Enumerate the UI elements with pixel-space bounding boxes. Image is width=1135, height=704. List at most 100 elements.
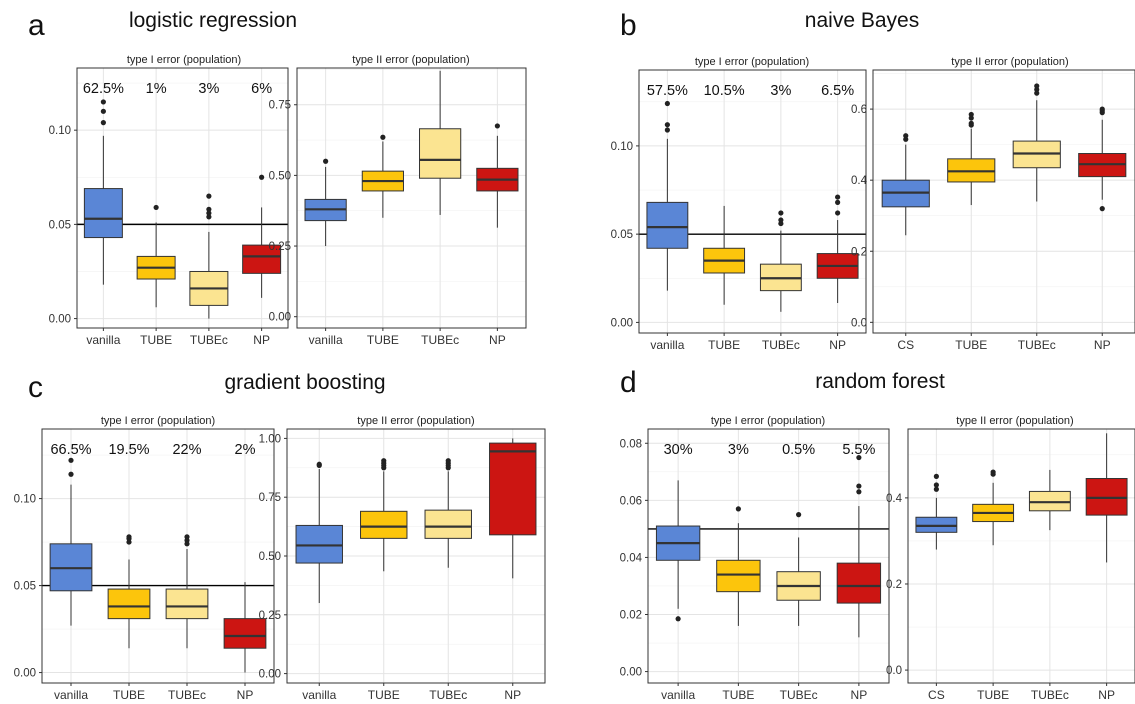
- outlier-point: [796, 512, 802, 518]
- outlier-point: [968, 120, 974, 126]
- outlier-point: [835, 194, 841, 200]
- x-tick-label: TUBE: [367, 333, 399, 347]
- outlier-point: [316, 461, 322, 467]
- outlier-point: [1099, 206, 1105, 212]
- x-tick-label: NP: [829, 338, 846, 352]
- outlier-point: [664, 127, 670, 133]
- outlier-point: [903, 136, 909, 142]
- violation-rate-label: 10.5%: [704, 83, 745, 99]
- type2-error-plot: type II error (population) 0.0 0.2 0.4 CS TUB…: [886, 415, 1135, 702]
- violation-rate-label: 1%: [146, 81, 167, 97]
- x-tick-label: TUBE: [368, 688, 400, 702]
- box: [223, 618, 267, 649]
- outlier-point: [778, 217, 784, 223]
- violation-rate-label: 57.5%: [647, 83, 688, 99]
- panel-title: naive Bayes: [805, 9, 919, 32]
- x-tick-label: vanilla: [86, 333, 120, 347]
- x-tick-label: NP: [489, 333, 506, 347]
- x-tick-label: TUBE: [722, 688, 754, 702]
- y-tick-label: 0.05: [49, 219, 71, 231]
- panel-border: [286, 428, 546, 684]
- outlier-point: [968, 115, 974, 121]
- box: [716, 559, 761, 593]
- outlier-point: [100, 108, 106, 114]
- x-tick-label: vanilla: [661, 688, 695, 702]
- type1-error-plot: type I error (population) 0.00 0.05 0.10 van…: [611, 56, 867, 352]
- outlier-point: [735, 506, 741, 512]
- x-tick-label: TUBE: [955, 338, 987, 352]
- y-tick-label: 0.4: [886, 493, 903, 505]
- outlier-point: [126, 534, 132, 540]
- box: [165, 588, 209, 620]
- outlier-point: [835, 199, 841, 205]
- box: [419, 128, 462, 179]
- subplot-title: type I error (population): [695, 56, 809, 68]
- outlier-point: [206, 206, 212, 212]
- x-tick-label: vanilla: [309, 333, 343, 347]
- x-tick-label: TUBEc: [421, 333, 459, 347]
- y-tick-label: 0.50: [259, 551, 281, 563]
- outlier-point: [856, 454, 862, 461]
- x-tick-label: TUBEc: [168, 688, 206, 702]
- y-tick-label: 1.00: [259, 433, 281, 445]
- outlier-point: [675, 616, 681, 622]
- outlier-point: [933, 482, 939, 488]
- x-tick-label: NP: [1094, 338, 1111, 352]
- y-tick-label: 0.25: [259, 610, 281, 622]
- x-tick-label: NP: [253, 333, 270, 347]
- outlier-point: [933, 486, 939, 492]
- y-tick-label: 0.00: [620, 667, 642, 679]
- box: [489, 442, 537, 536]
- outlier-point: [380, 134, 386, 140]
- outlier-point: [903, 133, 909, 139]
- outlier-point: [1034, 83, 1040, 89]
- outlier-point: [1034, 86, 1040, 93]
- outlier-point: [778, 210, 784, 216]
- panel-title: random forest: [815, 370, 945, 393]
- violation-rate-label: 19.5%: [108, 442, 149, 458]
- type2-error-plot: type II error (population) 0.00 0.25 0.50 0.…: [259, 415, 546, 702]
- x-tick-label: TUBEc: [190, 333, 228, 347]
- box: [836, 562, 882, 604]
- x-tick-label: CS: [928, 688, 945, 702]
- panel-letter: a: [28, 9, 45, 42]
- x-tick-label: CS: [897, 338, 914, 352]
- x-tick-label: TUBEc: [762, 338, 800, 352]
- y-tick-label: 0.00: [49, 314, 71, 326]
- panel-border: [76, 67, 289, 329]
- outlier-point: [206, 193, 212, 199]
- y-tick-label: 0.04: [620, 552, 643, 564]
- x-tick-label: TUBE: [140, 333, 172, 347]
- outlier-point: [664, 122, 670, 128]
- violation-rate-label: 0.5%: [782, 442, 815, 458]
- box: [360, 510, 408, 539]
- outlier-point: [933, 473, 939, 479]
- type2-error-plot: type II error (population) 0.00 0.25 0.50 0.…: [269, 54, 527, 347]
- subplot-title: type II error (population): [357, 415, 474, 427]
- subplot-title: type II error (population): [956, 415, 1073, 427]
- outlier-point: [381, 458, 387, 464]
- y-tick-label: 0.2: [851, 246, 867, 258]
- x-tick-label: vanilla: [650, 338, 684, 352]
- outlier-point: [990, 469, 996, 475]
- violation-rate-label: 6.5%: [821, 83, 854, 99]
- y-tick-label: 0.6: [851, 104, 867, 116]
- subplot-title: type II error (population): [352, 54, 469, 66]
- y-tick-label: 0.00: [14, 668, 36, 680]
- x-tick-label: vanilla: [54, 688, 88, 702]
- outlier-point: [100, 120, 106, 126]
- y-tick-label: 0.0: [886, 665, 902, 677]
- outlier-point: [445, 458, 451, 464]
- subplot-title: type I error (population): [101, 415, 215, 427]
- y-tick-label: 0.25: [269, 241, 291, 253]
- violation-rate-label: 6%: [251, 81, 272, 97]
- x-tick-label: TUBE: [708, 338, 740, 352]
- box: [83, 188, 123, 239]
- y-tick-label: 0.02: [620, 610, 642, 622]
- y-tick-label: 0.00: [259, 669, 281, 681]
- x-tick-label: TUBEc: [780, 688, 818, 702]
- violation-rate-label: 2%: [235, 442, 256, 458]
- panel-title: gradient boosting: [224, 371, 385, 394]
- y-tick-label: 0.06: [620, 495, 642, 507]
- panel-border: [638, 69, 867, 334]
